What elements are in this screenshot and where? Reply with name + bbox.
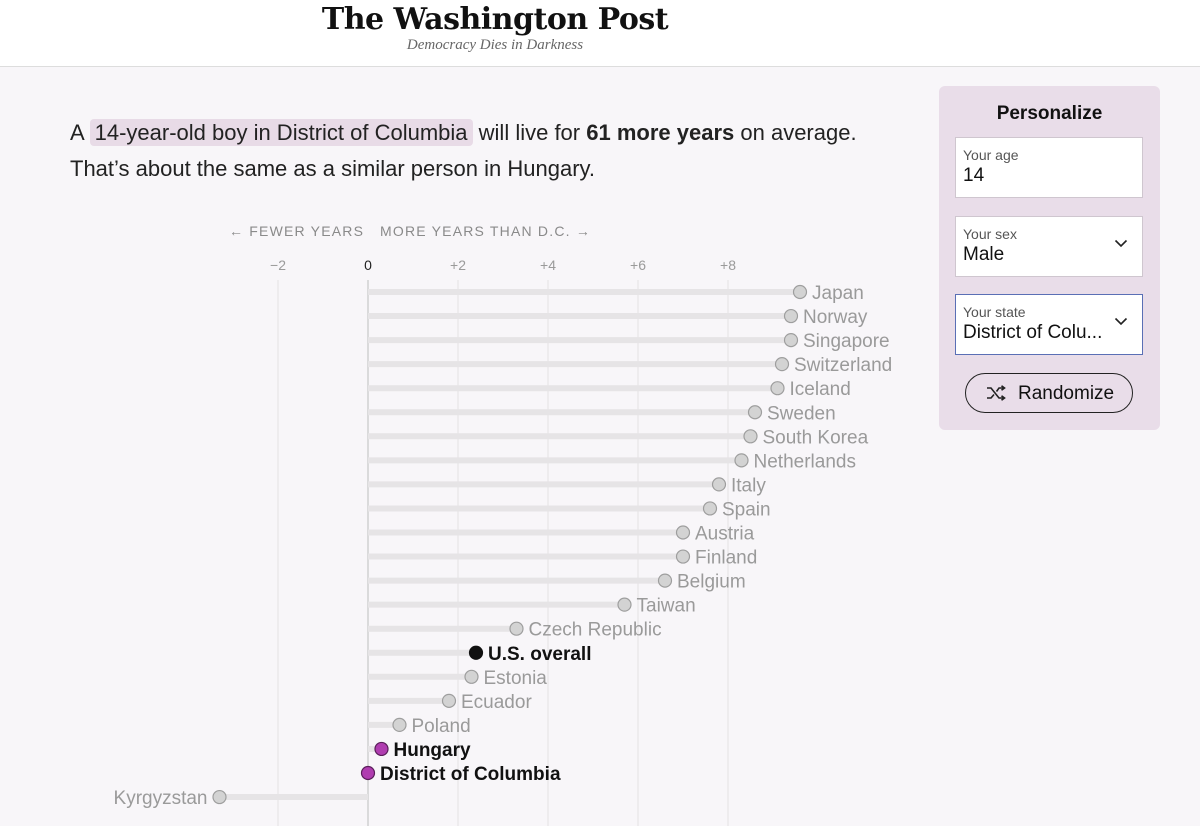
headline-middle: will live for	[478, 120, 581, 145]
point-label: Poland	[412, 716, 471, 737]
data-point	[392, 717, 407, 733]
headline-comparison: That’s about the same as a similar perso…	[70, 156, 596, 181]
chevron-down-icon[interactable]	[1114, 239, 1128, 248]
state-select[interactable]: Your state District of Colu...	[955, 294, 1143, 355]
x-tick-label: 0	[364, 257, 372, 273]
x-tick-label: +6	[630, 257, 646, 273]
data-point	[702, 501, 718, 516]
data-point	[770, 381, 785, 396]
point-label: Singapore	[803, 331, 890, 352]
data-point	[468, 645, 484, 660]
data-point	[747, 405, 763, 420]
headline: A 14-year-old boy in District of Columbi…	[70, 115, 920, 187]
x-tick-label: −2	[270, 257, 286, 273]
point-label: District of Columbia	[380, 764, 561, 785]
point-label: Japan	[812, 283, 864, 304]
headline-prefix: A	[70, 120, 84, 145]
axis-caption-fewer: ← FEWER YEARS	[229, 223, 365, 239]
point-label: Austria	[695, 524, 755, 545]
sex-value: Male	[963, 244, 1005, 265]
data-point	[792, 284, 808, 300]
data-point	[657, 573, 673, 588]
age-value[interactable]: 14	[963, 165, 985, 186]
x-tick-label: +8	[720, 257, 736, 273]
point-label: Taiwan	[637, 596, 696, 617]
randomize-button[interactable]: Randomize	[965, 373, 1133, 413]
point-label: Italy	[731, 475, 766, 496]
axis-caption-more: MORE YEARS THAN D.C. →	[380, 223, 592, 239]
data-point	[374, 741, 389, 757]
point-label: Iceland	[790, 379, 851, 400]
point-label: Hungary	[394, 740, 472, 761]
data-point	[675, 549, 691, 564]
point-label: South Korea	[763, 427, 869, 448]
point-label: Estonia	[484, 668, 548, 689]
data-point	[464, 669, 479, 684]
point-label: Netherlands	[754, 451, 856, 472]
data-point	[734, 453, 749, 468]
point-label: Norway	[803, 307, 868, 328]
data-point	[783, 333, 799, 348]
state-label: Your state	[963, 304, 1026, 320]
data-point	[509, 621, 524, 636]
age-label: Your age	[963, 147, 1019, 163]
chevron-down-icon[interactable]	[1114, 317, 1128, 326]
point-label: Spain	[722, 499, 771, 520]
age-field[interactable]: Your age 14	[955, 137, 1143, 198]
point-label: Finland	[695, 548, 757, 569]
headline-suffix: on average.	[740, 120, 857, 145]
data-point	[711, 477, 727, 492]
data-point	[675, 525, 691, 540]
state-value: District of Colu...	[963, 322, 1103, 343]
point-label: U.S. overall	[488, 644, 592, 665]
sex-select[interactable]: Your sex Male	[955, 216, 1143, 277]
headline-person-highlight: 14-year-old boy in District of Columbia	[89, 119, 473, 146]
point-label: Switzerland	[794, 355, 892, 376]
site-logo[interactable]: The Washington Post	[321, 2, 669, 37]
sex-label: Your sex	[963, 226, 1017, 242]
masthead: The Washington Post Democracy Dies in Da…	[0, 0, 1200, 67]
point-label: Sweden	[767, 403, 836, 424]
point-label: Ecuador	[461, 692, 532, 713]
data-point	[617, 597, 632, 612]
x-tick-label: +4	[540, 257, 556, 273]
data-point	[441, 693, 457, 708]
x-tick-label: +2	[450, 257, 466, 273]
data-point	[360, 765, 376, 781]
data-point	[783, 308, 799, 324]
point-label: Czech Republic	[529, 620, 662, 641]
data-point	[774, 357, 790, 372]
personalize-title: Personalize	[996, 103, 1103, 124]
shuffle-icon	[987, 385, 1006, 401]
point-label: Belgium	[677, 572, 746, 593]
data-point	[743, 429, 758, 444]
headline-years: 61 more years	[586, 120, 735, 145]
point-label: Kyrgyzstan	[114, 788, 208, 809]
data-point	[212, 789, 227, 805]
site-tagline: Democracy Dies in Darkness	[406, 37, 584, 53]
randomize-label: Randomize	[1018, 383, 1115, 404]
